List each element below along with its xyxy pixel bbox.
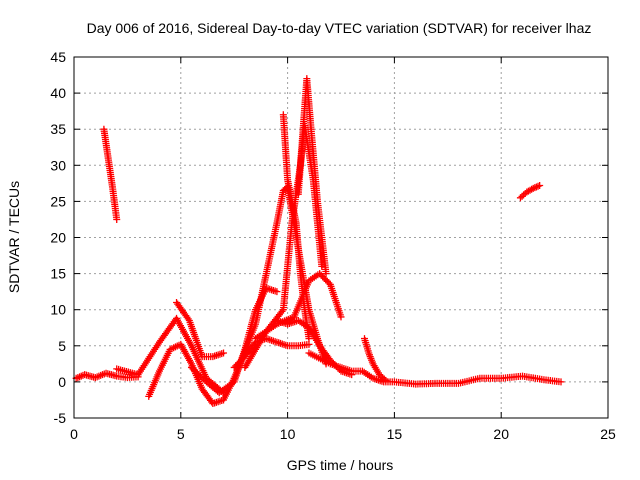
data-point-marker: [532, 183, 540, 191]
y-tick-label: 40: [50, 85, 66, 101]
y-tick-label: 20: [50, 230, 66, 246]
series-track-13: [273, 317, 356, 379]
grid-lines: [74, 57, 608, 418]
data-point-marker: [531, 184, 539, 192]
data-series: [72, 75, 565, 408]
data-point-marker: [316, 270, 324, 278]
series-track-14: [305, 349, 565, 388]
y-tick-label: 5: [58, 338, 66, 354]
data-point-marker: [380, 375, 388, 383]
data-point-marker: [322, 270, 330, 278]
y-tick-label: -5: [54, 410, 67, 426]
series-track-5: [173, 298, 228, 361]
data-point-marker: [278, 307, 286, 315]
data-point-marker: [557, 378, 565, 386]
y-tick-label: 10: [50, 302, 66, 318]
x-tick-label: 25: [600, 426, 616, 442]
y-tick-label: 30: [50, 157, 66, 173]
series-track-15: [360, 335, 390, 384]
x-tick-label: 0: [70, 426, 78, 442]
x-tick-label: 20: [493, 426, 509, 442]
data-point-marker: [325, 279, 333, 287]
data-point-marker: [318, 262, 326, 270]
data-point-marker: [529, 184, 537, 192]
data-point-marker: [536, 182, 544, 190]
data-point-marker: [184, 315, 192, 323]
data-point-marker: [528, 185, 536, 193]
x-axis-label: GPS time / hours: [287, 457, 394, 473]
data-point-marker: [322, 276, 330, 284]
data-point-marker: [113, 215, 121, 223]
chart-title: Day 006 of 2016, Sidereal Day-to-day VTE…: [87, 20, 592, 36]
data-point-marker: [305, 335, 313, 343]
series-track-2: [100, 125, 121, 223]
data-point-marker: [337, 313, 345, 321]
y-axis-label: SDTVAR / TECUs: [6, 181, 22, 293]
data-point-marker: [273, 288, 281, 296]
y-tick-label: 45: [50, 49, 66, 65]
x-tick-label: 10: [280, 426, 296, 442]
y-tick-label: 25: [50, 193, 66, 209]
data-point-marker: [317, 271, 325, 279]
y-axis: -5 0 5 10 15 20 25 30 35 40 45: [50, 49, 608, 426]
data-point-marker: [319, 273, 327, 281]
data-point-marker: [382, 376, 390, 384]
x-axis: 0 5 10 15 20 25: [70, 57, 616, 442]
data-point-marker: [320, 274, 328, 282]
data-point-marker: [534, 182, 542, 190]
data-point-marker: [323, 277, 331, 285]
series-track-8: [230, 183, 330, 382]
y-tick-label: 35: [50, 121, 66, 137]
x-tick-label: 15: [387, 426, 403, 442]
data-point-marker: [220, 349, 228, 357]
series-track-16: [516, 182, 544, 202]
series-track-3: [113, 314, 228, 397]
series-track-4: [145, 340, 238, 408]
y-tick-label: 0: [58, 374, 66, 390]
series-track-11: [294, 75, 330, 278]
x-tick-label: 5: [177, 426, 185, 442]
y-tick-label: 15: [50, 266, 66, 282]
